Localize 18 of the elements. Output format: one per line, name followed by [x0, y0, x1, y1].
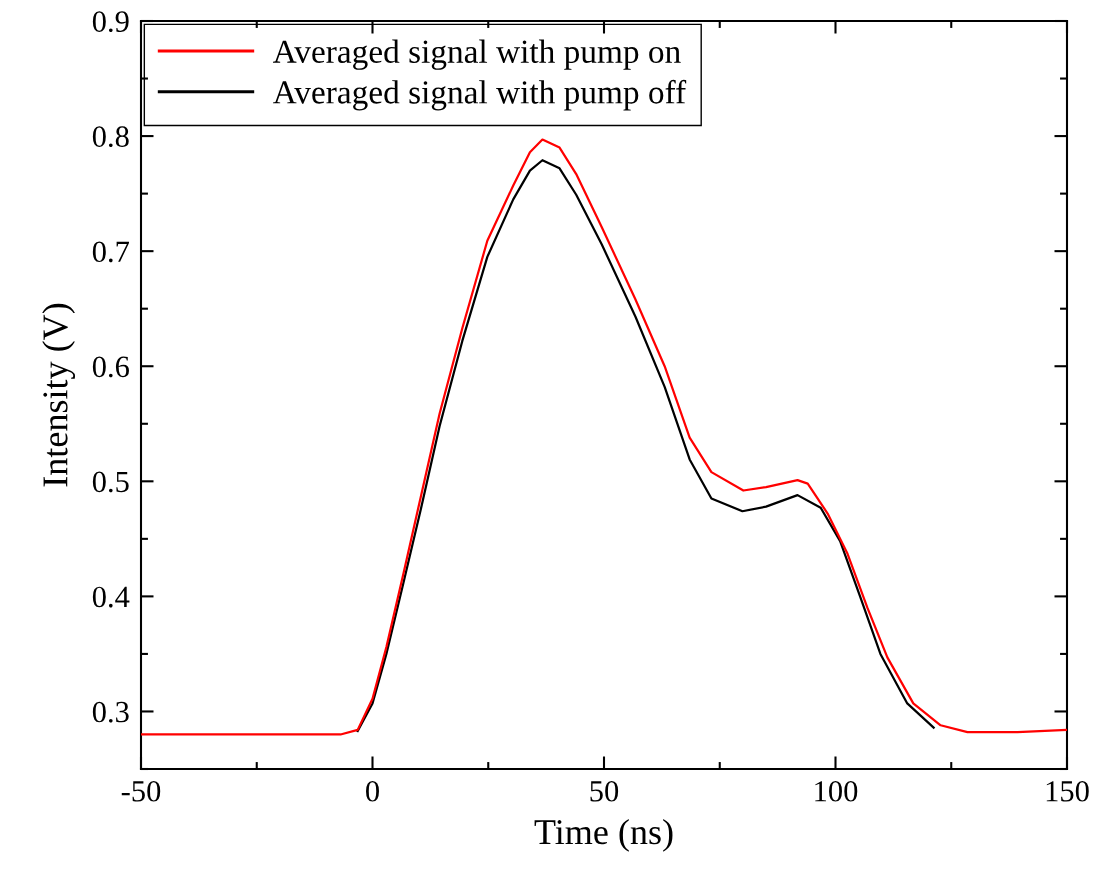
y-axis-title: Intensity (V) [42, 303, 76, 487]
x-tick-label: 0 [366, 780, 379, 802]
legend-label: Averaged signal with pump on [272, 39, 681, 70]
x-tick-label: 50 [590, 780, 619, 802]
y-tick-label: 0.6 [92, 356, 129, 378]
x-axis-title: Time (ns) [534, 818, 673, 852]
x-tick-label: 100 [815, 780, 858, 802]
y-tick-label: 0.4 [92, 586, 130, 608]
x-tick-label: -50 [121, 780, 161, 802]
y-tick-label: 0.3 [92, 701, 129, 723]
x-tick-label: 150 [1046, 780, 1089, 802]
line-series [356, 159, 935, 733]
y-tick-label: 0.5 [92, 471, 129, 493]
line-series [141, 138, 1067, 736]
legend-label: Averaged signal with pump off [272, 79, 687, 111]
y-tick-label: 0.7 [92, 241, 130, 263]
y-tick-label: 0.9 [92, 11, 129, 33]
y-tick-label: 0.8 [92, 126, 129, 148]
